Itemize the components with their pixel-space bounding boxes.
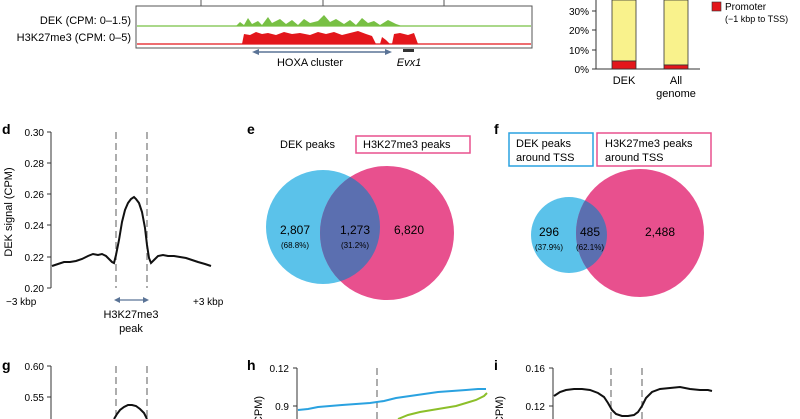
panel-d-y-tick: 0.20 [25, 284, 45, 295]
hoxa-label: HOXA cluster [277, 57, 343, 69]
dek-track-signal [236, 15, 402, 26]
track-h3k-label: H3K27me3 (CPM: 0–5) [17, 32, 131, 44]
panel-i-ylabel: CPM) [494, 396, 506, 419]
panel-g-y-tick: 0.55 [25, 393, 45, 404]
bar-y-tick: 20% [569, 26, 589, 37]
bar-dek-other [611, 0, 637, 62]
venn-e-overlap [320, 170, 380, 284]
venn-e-overlap-pct: (31.2%) [341, 241, 369, 250]
panel-h-y-tick: 0.9 [275, 402, 289, 413]
bar-y-tick: 10% [569, 46, 589, 57]
venn-f-label-right-box [596, 132, 712, 167]
panel-letter-g: g [2, 357, 11, 373]
panel-g-curve [113, 404, 148, 419]
panel-d-y-tick: 0.24 [25, 221, 45, 232]
panel-d-y-tick: 0.28 [25, 159, 45, 170]
panel-f: f DEK peaks around TSS H3K27me3 peaks ar… [494, 121, 712, 297]
h3k-track-signal [242, 31, 418, 44]
venn-f-left-value: 296 [539, 225, 559, 239]
panel-h-line-blue [297, 388, 486, 411]
venn-e-left-pct: (68.8%) [281, 241, 309, 250]
panel-d: d DEK signal (CPM) 0.30 0.28 0.26 0.24 0… [2, 121, 224, 335]
bar-y-tick: 0% [575, 65, 590, 76]
legend-promoter: Promoter [725, 2, 767, 13]
venn-f-overlap-pct: (62.1%) [576, 243, 604, 252]
panel-g-y-tick: 0.60 [25, 362, 45, 373]
panel-letter-e: e [247, 121, 255, 137]
venn-e-left-value: 2,807 [280, 223, 310, 237]
venn-e-label-right-box [355, 135, 471, 154]
venn-f-right-value: 2,488 [645, 225, 675, 239]
genome-tracks: DEK (CPM: 0–1.5) H3K27me3 (CPM: 0–5) HOX… [17, 0, 533, 69]
panel-i: i CPM) 0.16 0.12 [494, 357, 713, 419]
tracks-frame [135, 5, 533, 49]
panel-i-y-tick: 0.16 [526, 364, 546, 375]
venn-f-label-left-box [508, 132, 594, 167]
evx1-gene-mark [403, 49, 414, 52]
panel-d-y-tick: 0.30 [25, 128, 45, 139]
venn-f-circle-h3k [576, 169, 704, 297]
evx1-label: Evx1 [397, 57, 421, 69]
panel-g: g 0.60 0.55 [2, 357, 148, 419]
bar-dek-promoter [611, 60, 637, 70]
panel-e: e DEK peaks H3K27me3 peaks 2,807 (68.8%)… [247, 121, 471, 300]
venn-f-label-left-1: DEK peaks [516, 138, 572, 150]
panel-h-ylabel: CPM) [253, 396, 265, 419]
venn-e-overlap-value: 1,273 [340, 223, 370, 237]
bar-category-genome-2: genome [656, 88, 696, 100]
legend-promoter-swatch [711, 1, 722, 12]
panel-h-line-green [397, 392, 488, 419]
panel-d-peak-label-1: H3K27me3 [103, 309, 158, 321]
panel-letter-d: d [2, 121, 11, 137]
panel-h-y-tick: 0.12 [270, 364, 290, 375]
venn-e-label-left: DEK peaks [280, 139, 336, 151]
venn-f-left-pct: (37.9%) [535, 243, 563, 252]
bar-panel: 30% 20% 10% 0% DEK All genome Promoter (… [569, 0, 788, 100]
panel-d-ylabel: DEK signal (CPM) [3, 167, 15, 256]
panel-letter-i: i [494, 357, 498, 373]
legend-promoter-sub: (−1 kbp to TSS) [725, 14, 788, 24]
venn-e-label-right: H3K27me3 peaks [363, 139, 451, 151]
bar-genome-other [663, 0, 689, 66]
bar-category-genome-1: All [670, 75, 682, 87]
panel-letter-f: f [494, 121, 499, 137]
venn-f-label-right-2: around TSS [605, 152, 664, 164]
panel-i-curve [553, 385, 713, 417]
panel-d-peak-label-2: peak [119, 323, 143, 335]
panel-d-x-left: −3 kbp [6, 297, 37, 308]
bar-genome-promoter [663, 64, 689, 70]
venn-f-label-right-1: H3K27me3 peaks [605, 138, 693, 150]
venn-f-label-left-2: around TSS [516, 152, 575, 164]
venn-f-overlap-value: 485 [580, 225, 600, 239]
bar-y-tick: 30% [569, 7, 589, 18]
panel-d-y-tick: 0.22 [25, 253, 45, 264]
panel-i-y-tick: 0.12 [526, 402, 546, 413]
panel-d-ticks [47, 131, 51, 289]
panel-h: h CPM) 0.12 0.9 [247, 357, 488, 419]
panel-d-x-right: +3 kbp [193, 297, 224, 308]
venn-e-right-value: 6,820 [394, 223, 424, 237]
track-dek-label: DEK (CPM: 0–1.5) [40, 15, 131, 27]
panel-letter-h: h [247, 357, 256, 373]
panel-d-curve [51, 195, 212, 267]
bar-category-dek: DEK [613, 75, 636, 87]
panel-d-y-tick: 0.26 [25, 190, 45, 201]
